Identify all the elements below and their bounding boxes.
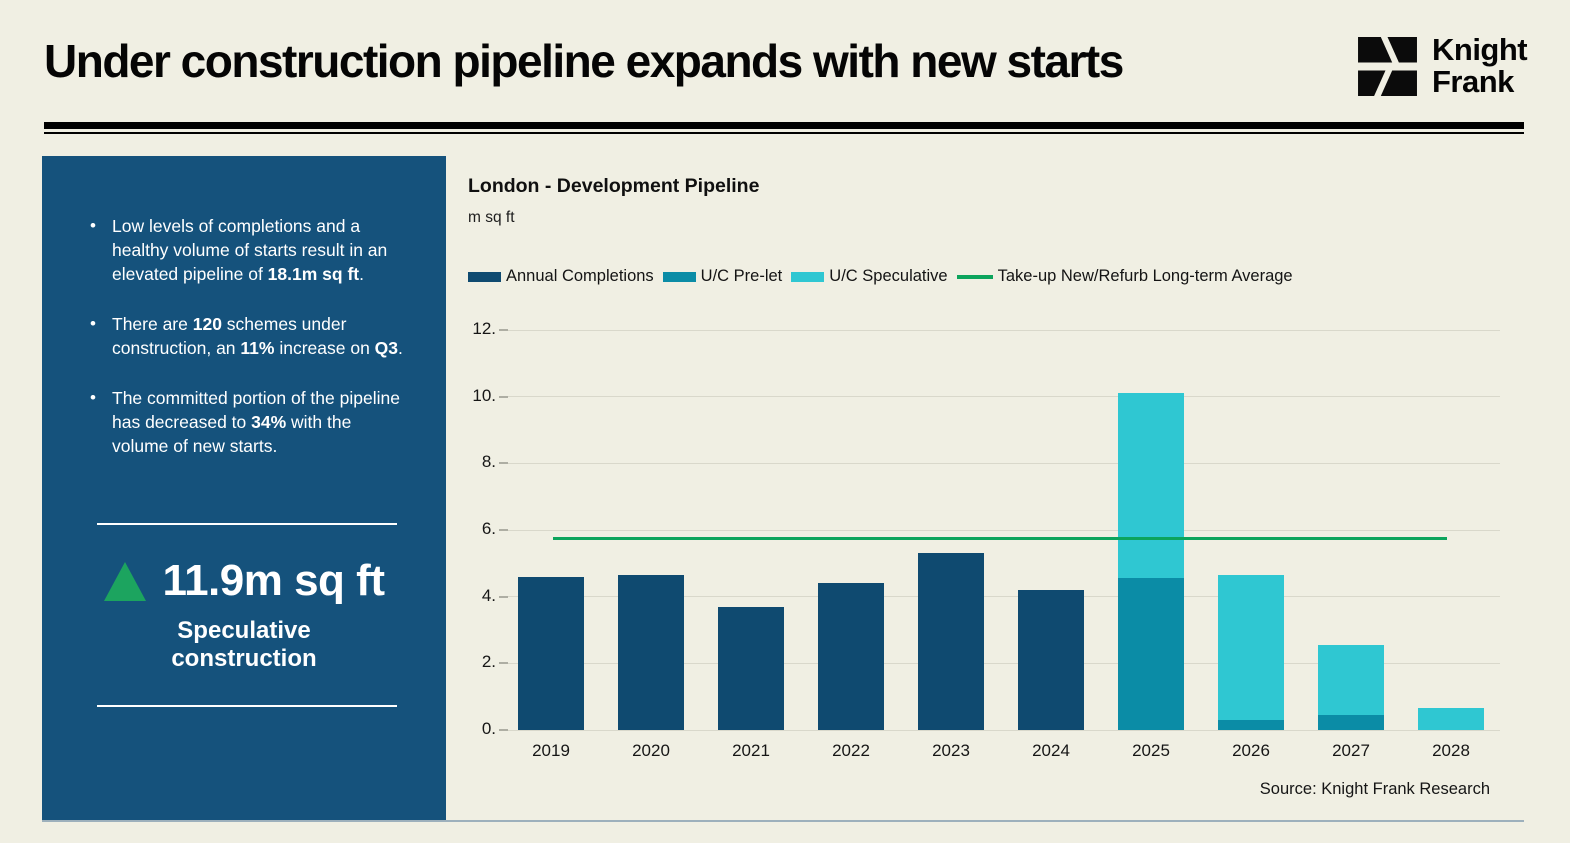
legend-item: Take-up New/Refurb Long-term Average xyxy=(957,267,1293,286)
legend-label: U/C Pre-let xyxy=(701,267,783,286)
logo-word-knight: Knight xyxy=(1432,34,1527,66)
gridline xyxy=(508,530,1500,531)
bar-segment xyxy=(818,583,884,730)
x-axis-label: 2025 xyxy=(1111,741,1191,761)
x-axis-label: 2019 xyxy=(511,741,591,761)
x-axis-label: 2026 xyxy=(1211,741,1291,761)
legend-label: Take-up New/Refurb Long-term Average xyxy=(998,267,1293,286)
legend-swatch xyxy=(468,272,501,282)
bar-segment xyxy=(918,553,984,730)
panel-divider xyxy=(97,523,397,525)
y-axis-label: 0. xyxy=(436,719,496,739)
bullet-text: Low levels of completions and a healthy … xyxy=(112,214,404,286)
header-rule-thin xyxy=(44,132,1524,134)
bullet-marker: • xyxy=(90,312,112,360)
y-axis-tick xyxy=(499,329,508,331)
legend-swatch xyxy=(791,272,824,282)
bullet-item: •There are 120 schemes under constructio… xyxy=(90,312,406,360)
bullet-text: There are 120 schemes under construction… xyxy=(112,312,404,360)
y-axis-label: 8. xyxy=(436,452,496,472)
y-axis-tick xyxy=(499,729,508,731)
y-axis-tick xyxy=(499,596,508,598)
trend-up-icon xyxy=(104,562,146,601)
bar-segment xyxy=(1318,645,1384,715)
knight-frank-logo: Knight Frank xyxy=(1354,33,1527,100)
chart-legend: Annual Completions U/C Pre-let U/C Specula… xyxy=(468,267,1293,286)
bar-segment xyxy=(518,577,584,730)
x-axis-label: 2023 xyxy=(911,741,991,761)
chart-title: London - Development Pipeline xyxy=(468,175,759,198)
y-axis-tick xyxy=(499,396,508,398)
bar-segment xyxy=(618,575,684,730)
y-axis-label: 2. xyxy=(436,652,496,672)
legend-label: U/C Speculative xyxy=(829,267,947,286)
y-axis-tick xyxy=(499,529,508,531)
highlight-row: 11.9m sq ft xyxy=(42,556,446,606)
logo-wordmark: Knight Frank xyxy=(1432,33,1527,100)
bar-segment xyxy=(1118,393,1184,578)
highlight-label: Speculative construction xyxy=(42,617,446,674)
bullet-marker: • xyxy=(90,214,112,286)
bar-segment xyxy=(1218,575,1284,720)
bullet-item: •Low levels of completions and a healthy… xyxy=(90,214,406,286)
legend-item: Annual Completions xyxy=(468,267,654,286)
bullet-item: •The committed portion of the pipeline h… xyxy=(90,386,406,458)
x-axis-label: 2027 xyxy=(1311,741,1391,761)
x-axis-label: 2021 xyxy=(711,741,791,761)
header-rule-thick xyxy=(44,122,1524,129)
y-axis-tick xyxy=(499,662,508,664)
x-axis-label: 2022 xyxy=(811,741,891,761)
bar-segment xyxy=(1118,578,1184,730)
x-axis-label: 2024 xyxy=(1011,741,1091,761)
bar-segment xyxy=(1018,590,1084,730)
legend-item: U/C Speculative xyxy=(791,267,947,286)
panel-divider xyxy=(97,705,397,707)
y-axis-tick xyxy=(499,462,508,464)
bullet-list: •Low levels of completions and a healthy… xyxy=(90,214,406,484)
logo-word-frank: Frank xyxy=(1432,66,1527,98)
bar-segment xyxy=(1418,708,1484,730)
source-note: Source: Knight Frank Research xyxy=(1090,780,1490,799)
legend-item: U/C Pre-let xyxy=(663,267,783,286)
gridline xyxy=(508,396,1500,397)
x-axis-label: 2028 xyxy=(1411,741,1491,761)
summary-panel: •Low levels of completions and a healthy… xyxy=(42,156,446,822)
y-axis-label: 12. xyxy=(436,319,496,339)
highlight-value: 11.9m sq ft xyxy=(163,556,385,606)
bottom-rule xyxy=(42,820,1524,822)
knight-frank-logo-icon xyxy=(1354,33,1421,100)
y-axis-label: 4. xyxy=(436,586,496,606)
y-axis-label: 10. xyxy=(436,386,496,406)
bar-segment xyxy=(1318,715,1384,730)
bar-segment xyxy=(1218,720,1284,730)
page-title: Under construction pipeline expands with… xyxy=(44,34,1123,88)
bullet-text: The committed portion of the pipeline ha… xyxy=(112,386,404,458)
gridline xyxy=(508,463,1500,464)
y-axis-label: 6. xyxy=(436,519,496,539)
bar-segment xyxy=(718,607,784,730)
average-line xyxy=(553,537,1447,540)
legend-label: Annual Completions xyxy=(506,267,654,286)
gridline xyxy=(508,330,1500,331)
bullet-marker: • xyxy=(90,386,112,458)
legend-swatch xyxy=(957,275,993,279)
chart-unit-label: m sq ft xyxy=(468,209,515,227)
x-axis-label: 2020 xyxy=(611,741,691,761)
legend-swatch xyxy=(663,272,696,282)
